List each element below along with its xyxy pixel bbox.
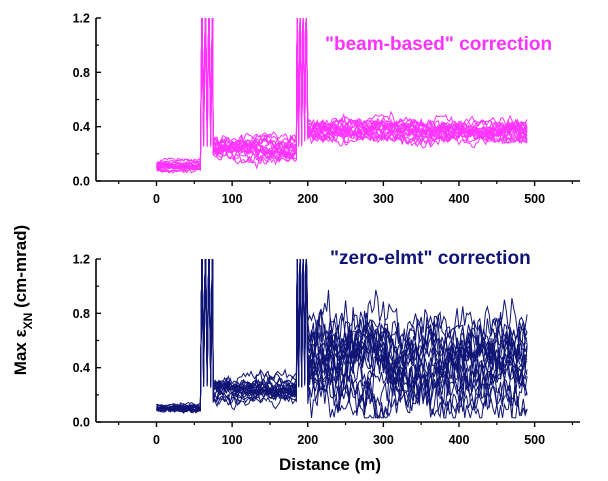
- x-tick-label: 500: [524, 192, 545, 206]
- x-axis-title: Distance (m): [279, 455, 381, 474]
- x-tick-label: 100: [222, 192, 243, 206]
- x-tick-label: 400: [449, 192, 470, 206]
- x-tick-label: 300: [373, 433, 394, 447]
- y-tick-label: 1.2: [73, 12, 90, 26]
- chart-panel-beam-based: 0.0 0.4 0.8 1.2 0 100 200 300 400 500 "beam-based"…: [73, 12, 580, 206]
- chart-annotation: "zero-elmt" correction: [330, 248, 531, 269]
- y-tick-label: 1.2: [73, 253, 90, 267]
- x-tick-label: 100: [222, 433, 243, 447]
- chart-panel-zero-elmt: 0.0 0.4 0.8 1.2 0 100 200 300 400 500 "zero-elmt" …: [73, 248, 580, 447]
- series-line-19: [156, 259, 528, 413]
- y-tick-label: 0.0: [73, 175, 90, 189]
- y-tick-label: 0.8: [73, 307, 90, 321]
- x-tick-label: 0: [153, 433, 160, 447]
- series-group: [156, 259, 528, 420]
- chart-annotation: "beam-based" correction: [325, 34, 552, 55]
- series-line-19: [156, 18, 528, 167]
- y-tick-label: 0.8: [73, 66, 90, 80]
- y-tick-label: 0.4: [73, 120, 90, 134]
- series-group: [156, 18, 528, 174]
- x-tick-label: 400: [449, 433, 470, 447]
- x-tick-label: 200: [297, 192, 318, 206]
- x-tick-label: 0: [153, 192, 160, 206]
- x-tick-label: 300: [373, 192, 394, 206]
- x-tick-label: 200: [297, 433, 318, 447]
- x-tick-label: 500: [524, 433, 545, 447]
- y-axis-title: Max εXN (cm-mrad): [11, 225, 35, 375]
- y-tick-label: 0.0: [73, 416, 90, 430]
- y-tick-label: 0.4: [73, 361, 90, 375]
